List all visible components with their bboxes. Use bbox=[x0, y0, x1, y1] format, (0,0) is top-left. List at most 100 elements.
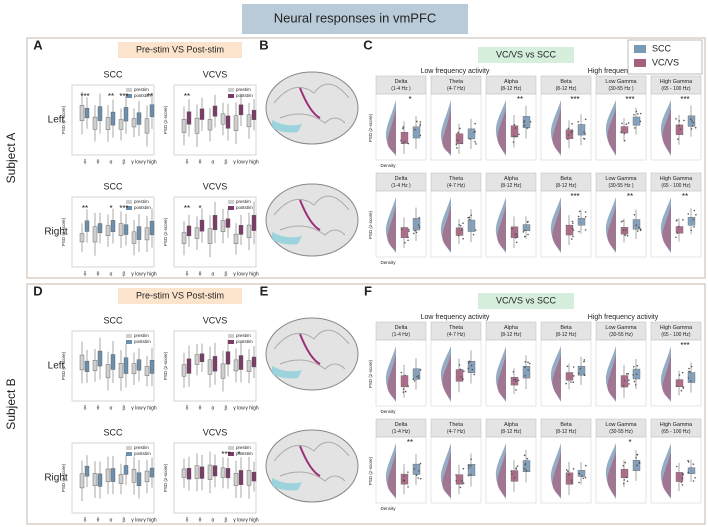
legend-label: poststim bbox=[236, 339, 253, 344]
x-tick-label: γ low bbox=[233, 405, 245, 411]
dot bbox=[639, 229, 642, 232]
dot bbox=[525, 469, 528, 472]
dot bbox=[413, 232, 415, 235]
dot bbox=[638, 461, 640, 464]
brain-sulci bbox=[273, 329, 350, 370]
dot bbox=[470, 458, 472, 461]
box bbox=[131, 231, 137, 244]
band-name: Low Gamma bbox=[605, 422, 637, 428]
band-range: (1-4 Hz ) bbox=[391, 86, 411, 92]
dot bbox=[584, 229, 587, 231]
dot bbox=[459, 486, 462, 489]
density-label: Density bbox=[380, 260, 396, 265]
dot bbox=[633, 380, 636, 383]
dot bbox=[634, 384, 637, 386]
legend-label: poststim bbox=[134, 339, 151, 344]
x-tick-label: δ bbox=[84, 517, 87, 523]
box bbox=[118, 223, 124, 236]
dot bbox=[407, 239, 409, 242]
dot bbox=[523, 229, 526, 232]
plot-title: SCC bbox=[103, 181, 123, 191]
box bbox=[687, 217, 696, 226]
dot bbox=[568, 473, 570, 476]
box bbox=[400, 375, 409, 388]
box bbox=[251, 215, 257, 231]
violin-vcvs bbox=[442, 354, 451, 400]
legend-label: prestim bbox=[134, 333, 149, 338]
dot bbox=[414, 128, 416, 131]
dot bbox=[688, 367, 690, 370]
box bbox=[79, 233, 85, 243]
significance: *** bbox=[680, 341, 689, 350]
box bbox=[565, 224, 574, 236]
box bbox=[238, 355, 244, 370]
x-tick-label: α bbox=[110, 517, 113, 523]
y-axis-label: PSD (z-score) bbox=[163, 217, 168, 246]
violin-vcvs bbox=[662, 205, 671, 251]
dot bbox=[514, 378, 517, 381]
dot bbox=[676, 219, 678, 221]
dot bbox=[513, 476, 516, 479]
dot bbox=[513, 378, 515, 381]
x-tick-label: θ bbox=[199, 405, 202, 411]
dot bbox=[462, 482, 465, 484]
band-range: (4-7 Hz) bbox=[447, 86, 465, 92]
title-box bbox=[242, 4, 468, 34]
violin-vcvs bbox=[497, 108, 506, 154]
plot-frame bbox=[595, 339, 647, 407]
plot-frame bbox=[650, 93, 702, 161]
dot bbox=[572, 235, 574, 238]
dot bbox=[693, 226, 695, 228]
dot bbox=[455, 474, 457, 476]
subject-label: Subject B bbox=[4, 378, 18, 429]
dot bbox=[467, 367, 470, 370]
box bbox=[233, 359, 239, 372]
dot bbox=[417, 375, 420, 377]
dot bbox=[474, 130, 476, 133]
y-axis-label: PSD (z-score) bbox=[368, 210, 373, 239]
dot bbox=[582, 137, 585, 140]
legend-label: prestim bbox=[134, 199, 149, 204]
x-tick-label: θ bbox=[97, 271, 100, 277]
box bbox=[144, 118, 150, 134]
dot bbox=[676, 465, 678, 468]
dot bbox=[418, 216, 421, 219]
dot bbox=[578, 210, 581, 213]
dot bbox=[416, 375, 418, 378]
dot bbox=[516, 465, 519, 467]
dot bbox=[572, 366, 575, 368]
x-tick-label: α bbox=[110, 159, 113, 165]
y-axis-label: PSD (z-score) bbox=[61, 217, 66, 246]
dot bbox=[567, 134, 570, 136]
band-range: (65 - 100 Hz) bbox=[661, 86, 691, 92]
dot bbox=[578, 472, 581, 475]
box bbox=[92, 360, 98, 371]
row-label: Left bbox=[48, 361, 65, 372]
significance: *** bbox=[570, 95, 579, 104]
dot bbox=[691, 125, 694, 127]
dot bbox=[584, 464, 587, 467]
dot bbox=[639, 228, 642, 230]
dot bbox=[517, 379, 520, 382]
roi-vcvs bbox=[299, 87, 321, 119]
x-tick-label: β bbox=[123, 271, 126, 277]
dot bbox=[570, 479, 573, 482]
dot bbox=[523, 454, 526, 457]
panel-heading: Pre-stim VS Post-stim bbox=[136, 290, 224, 300]
dot bbox=[690, 229, 693, 232]
significance: ** bbox=[184, 204, 190, 213]
legend-swatch bbox=[228, 88, 234, 92]
dot bbox=[403, 475, 406, 477]
dot bbox=[475, 143, 477, 145]
significance: * bbox=[237, 450, 240, 459]
y-axis-label: PSD (z-score) bbox=[163, 351, 168, 380]
subject-label: Subject A bbox=[4, 133, 18, 184]
dot bbox=[403, 479, 406, 482]
dot bbox=[578, 481, 580, 484]
dot bbox=[678, 124, 681, 127]
significance: *** bbox=[80, 92, 89, 101]
legend-swatch bbox=[126, 446, 132, 450]
box bbox=[118, 474, 124, 484]
violin-vcvs bbox=[387, 205, 396, 251]
dot bbox=[635, 110, 638, 113]
